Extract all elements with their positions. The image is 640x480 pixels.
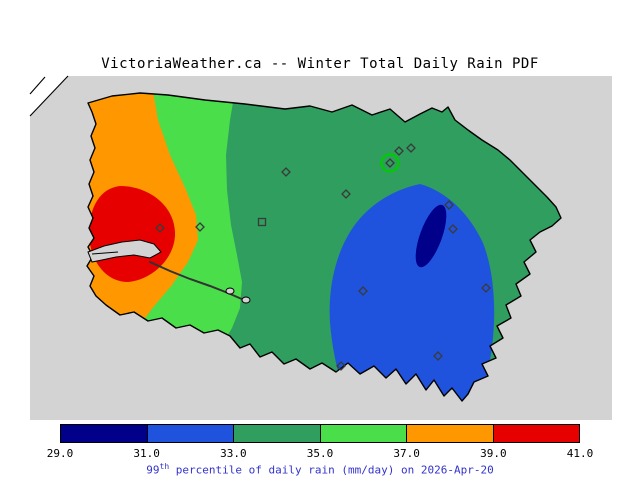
station-marker-diamond (281, 167, 291, 177)
coastline (86, 92, 562, 402)
station-marker-diamond (358, 286, 368, 296)
highlighted-station-ring (380, 153, 400, 173)
contour-region-29-31 (415, 204, 447, 268)
colorbar-segment (146, 425, 233, 442)
colorbar-tick-label: 37.0 (393, 447, 420, 460)
station-marker-diamond (394, 146, 404, 156)
sooke-spit (91, 251, 119, 255)
lake (225, 287, 235, 295)
station-marker-diamond (336, 361, 346, 371)
station-marker-diamond (385, 158, 395, 168)
station-marker-diamond (444, 200, 454, 210)
colorbar-segment (492, 425, 579, 442)
station-marker-diamond (155, 223, 165, 233)
station-marker-diamond (195, 222, 205, 232)
colorbar-segment (319, 425, 406, 442)
colorbar-segment (233, 425, 320, 442)
colorbar-ticks: 29.0 31.0 33.0 35.0 37.0 39.0 41.0 (47, 447, 594, 460)
caption: 99th percentile of daily rain (mm/day) o… (0, 462, 640, 477)
colorbar-segment (61, 425, 147, 442)
station-marker-diamond (481, 283, 491, 293)
station-marker-diamond (406, 143, 416, 153)
station-marker-diamond (341, 189, 351, 199)
corner-coastline-2 (29, 76, 46, 95)
sooke-basin-water (87, 239, 162, 263)
colorbar-tick-label: 33.0 (220, 447, 247, 460)
contour-region-31-33 (329, 184, 495, 401)
caption-number: 99 (146, 463, 160, 477)
colorbar-tick-label: 41.0 (566, 447, 594, 460)
station-marker-diamond (448, 224, 458, 234)
caption-text: percentile of daily rain (mm/day) on 202… (169, 463, 494, 477)
colorbar-tick-label: 29.0 (46, 447, 74, 460)
station-markers (155, 143, 491, 371)
corner-coastline (29, 75, 69, 117)
colorbar-tick-label: 31.0 (133, 447, 160, 460)
station-marker-square (257, 217, 267, 227)
plot-title: VictoriaWeather.ca -- Winter Total Daily… (101, 56, 539, 72)
lake (241, 296, 251, 304)
colorbar-tick-label: 35.0 (306, 447, 334, 460)
colorbar (60, 424, 580, 443)
station-marker-diamond (433, 351, 443, 361)
caption-superscript: th (159, 462, 170, 471)
corner-island-group (29, 75, 69, 117)
colorbar-segment (406, 425, 493, 442)
colorbar-tick-label: 39.0 (480, 447, 507, 460)
water-details (87, 239, 251, 304)
